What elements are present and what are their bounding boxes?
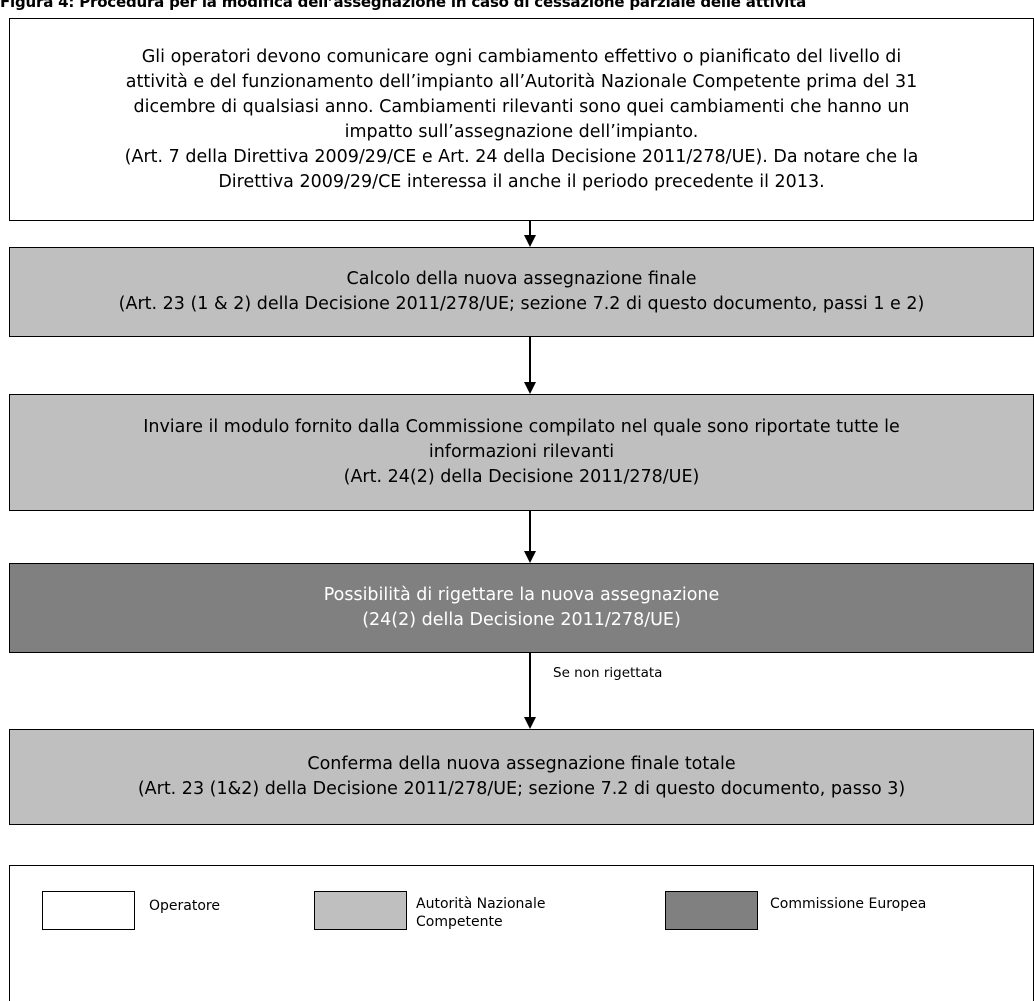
legend: Operatore Autorità Nazionale Competente … <box>9 865 1034 1001</box>
legend-swatch-autorita <box>314 891 407 930</box>
step-operator-communication: Gli operatori devono comunicare ogni cam… <box>9 18 1034 221</box>
legend-label-autorita-line2: Competente <box>416 914 503 930</box>
arrow-4-line <box>529 653 531 717</box>
step-possible-rejection: Possibilità di rigettare la nuova assegn… <box>9 563 1034 653</box>
legend-swatch-commissione <box>665 891 758 930</box>
step-text-line: dicembre di qualsiasi anno. Cambiamenti … <box>133 96 910 117</box>
arrow-1-line <box>529 221 531 235</box>
step-text-line: Inviare il modulo fornito dalla Commissi… <box>143 417 900 437</box>
legend-label-autorita: Autorità Nazionale Competente <box>416 895 606 931</box>
step-text-line: (Art. 7 della Direttiva 2009/29/CE e Art… <box>124 146 919 167</box>
step-text-line: Possibilità di rigettare la nuova assegn… <box>323 585 720 605</box>
step-text-line: impatto sull’assegnazione dell’impianto. <box>344 121 699 142</box>
arrow-1-head <box>524 235 536 247</box>
arrow-4-head <box>524 717 536 729</box>
step-text-line: (Art. 23 (1 & 2) della Decisione 2011/27… <box>118 294 925 314</box>
step-text-line: (Art. 23 (1&2) della Decisione 2011/278/… <box>137 779 906 799</box>
step-calculate-new-allocation: Calcolo della nuova assegnazione finale … <box>9 247 1034 337</box>
step-text-line: informazioni rilevanti <box>428 442 615 462</box>
step-text-line: Direttiva 2009/29/CE interessa il anche … <box>218 171 825 192</box>
step-send-form: Inviare il modulo fornito dalla Commissi… <box>9 394 1034 511</box>
arrow-3-line <box>529 511 531 551</box>
step-text-line: (24(2) della Decisione 2011/278/UE) <box>362 610 681 630</box>
arrow-2-head <box>524 382 536 394</box>
step-text-line: Gli operatori devono comunicare ogni cam… <box>141 46 902 67</box>
legend-label-operatore: Operatore <box>149 898 220 914</box>
figure-title: Figura 4: Procedura per la modifica dell… <box>0 0 806 11</box>
legend-label-commissione: Commissione Europea <box>770 896 927 912</box>
edge-label-not-rejected: Se non rigettata <box>553 665 663 681</box>
legend-swatch-operatore <box>42 891 135 930</box>
step-text-line: Calcolo della nuova assegnazione finale <box>346 269 697 289</box>
arrow-2-line <box>529 337 531 382</box>
step-text-line: Conferma della nuova assegnazione finale… <box>307 754 736 774</box>
step-text-line: (Art. 24(2) della Decisione 2011/278/UE) <box>343 467 700 487</box>
arrow-3-head <box>524 551 536 563</box>
step-text-line: attività e del funzionamento dell’impian… <box>125 71 918 92</box>
step-confirm-final-allocation: Conferma della nuova assegnazione finale… <box>9 729 1034 825</box>
legend-label-autorita-line1: Autorità Nazionale <box>416 896 546 912</box>
